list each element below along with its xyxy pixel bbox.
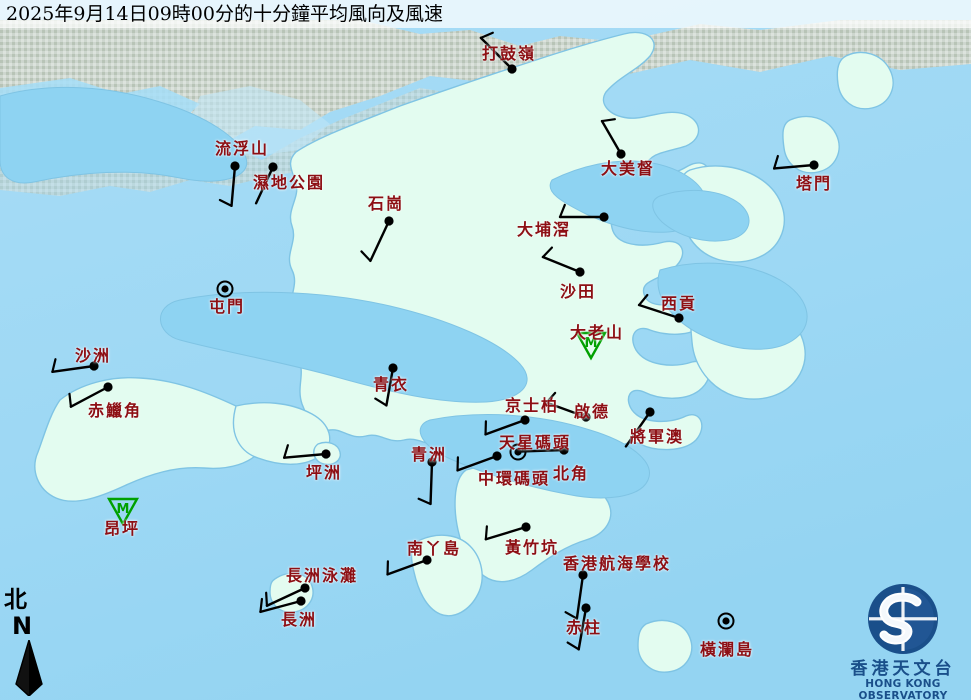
landmass-mirs-islands	[836, 51, 894, 110]
logo-text-cn: 香港天文台	[850, 659, 956, 679]
station-label: 坪洲	[306, 463, 343, 482]
station-marker	[541, 246, 585, 277]
station-label: 大埔滘	[517, 220, 572, 239]
station-label: 啟德	[574, 402, 611, 421]
station-marker	[216, 280, 234, 298]
station-label: 大老山	[570, 323, 625, 342]
landmass-lamma	[410, 534, 483, 617]
hko-logo: 香港天文台 HONG KONG OBSERVATORY	[837, 582, 969, 700]
station-label: 打鼓嶺	[482, 44, 537, 63]
station-label: 香港航海學校	[563, 554, 672, 573]
station-label: 長洲泳灘	[286, 566, 359, 585]
station-label: 昂坪	[104, 519, 141, 538]
station-label: 橫瀾島	[700, 640, 755, 659]
station-label: 南丫島	[407, 539, 462, 558]
observatory-emblem-icon	[868, 584, 938, 654]
station-marker	[484, 522, 531, 541]
station-label: 青洲	[411, 445, 448, 464]
station-marker	[417, 457, 437, 506]
landmass-lantau	[34, 376, 266, 502]
bays-and-inlets	[0, 86, 808, 499]
station-marker	[265, 583, 310, 607]
station-label: 青衣	[373, 375, 410, 394]
station-marker	[254, 162, 278, 205]
station-marker	[68, 382, 113, 408]
station-marker	[360, 216, 394, 263]
svg-text:M: M	[585, 336, 598, 351]
station-marker	[282, 444, 331, 459]
station-label: 赤鱲角	[88, 401, 143, 420]
station-label: 天星碼頭	[499, 433, 572, 452]
station-marker	[51, 358, 99, 374]
station-label: 西貢	[661, 294, 698, 313]
station-label: 沙田	[560, 282, 597, 301]
station-label: 流浮山	[215, 139, 270, 158]
station-label: 赤柱	[566, 618, 603, 637]
station-marker	[386, 555, 432, 576]
station-marker	[545, 391, 591, 422]
station-marker	[558, 203, 609, 222]
station-marker	[772, 154, 819, 170]
station-label: 黃竹坑	[505, 538, 560, 557]
station-label: 沙洲	[75, 346, 112, 365]
compass-label-en: N	[12, 612, 33, 640]
compass-label-cn: 北	[4, 586, 27, 613]
station-label: 北角	[553, 464, 590, 483]
station-marker	[566, 603, 591, 651]
station-label: 石崗	[368, 194, 405, 213]
page-title: 2025年9月14日09時00分的十分鐘平均風向及風速	[6, 2, 443, 25]
station-label: 屯門	[209, 297, 246, 316]
station-marker	[637, 293, 684, 323]
station-marker	[484, 415, 530, 436]
svg-text:M: M	[117, 502, 130, 517]
title-bar: 2025年9月14日09時00分的十分鐘平均風向及風速	[0, 0, 971, 28]
station-marker	[479, 31, 517, 74]
station-label: 濕地公園	[253, 173, 326, 192]
station-label: 中環碼頭	[478, 469, 551, 488]
logo-text-en: HONG KONG OBSERVATORY	[858, 678, 948, 700]
station-marker	[624, 407, 655, 448]
landmass-tap-mun	[782, 115, 840, 174]
station-label: 塔門	[796, 174, 833, 193]
station-marker: M	[574, 331, 608, 361]
north-arrow-icon	[15, 640, 43, 696]
station-marker	[520, 438, 569, 455]
station-marker	[717, 612, 735, 630]
compass-rose: 北 N	[4, 588, 64, 696]
station-marker	[456, 451, 502, 472]
station-label: 長洲	[281, 610, 318, 629]
landmass-po-toi	[637, 619, 693, 673]
station-marker	[259, 596, 306, 614]
station-label: 京士柏	[505, 396, 560, 415]
station-marker	[564, 570, 588, 620]
station-marker	[600, 118, 626, 159]
station-marker	[218, 161, 240, 208]
station-marker	[374, 363, 398, 407]
station-marker: M	[106, 497, 140, 527]
station-label: 將軍澳	[630, 427, 685, 446]
station-label: 大美督	[601, 159, 656, 178]
